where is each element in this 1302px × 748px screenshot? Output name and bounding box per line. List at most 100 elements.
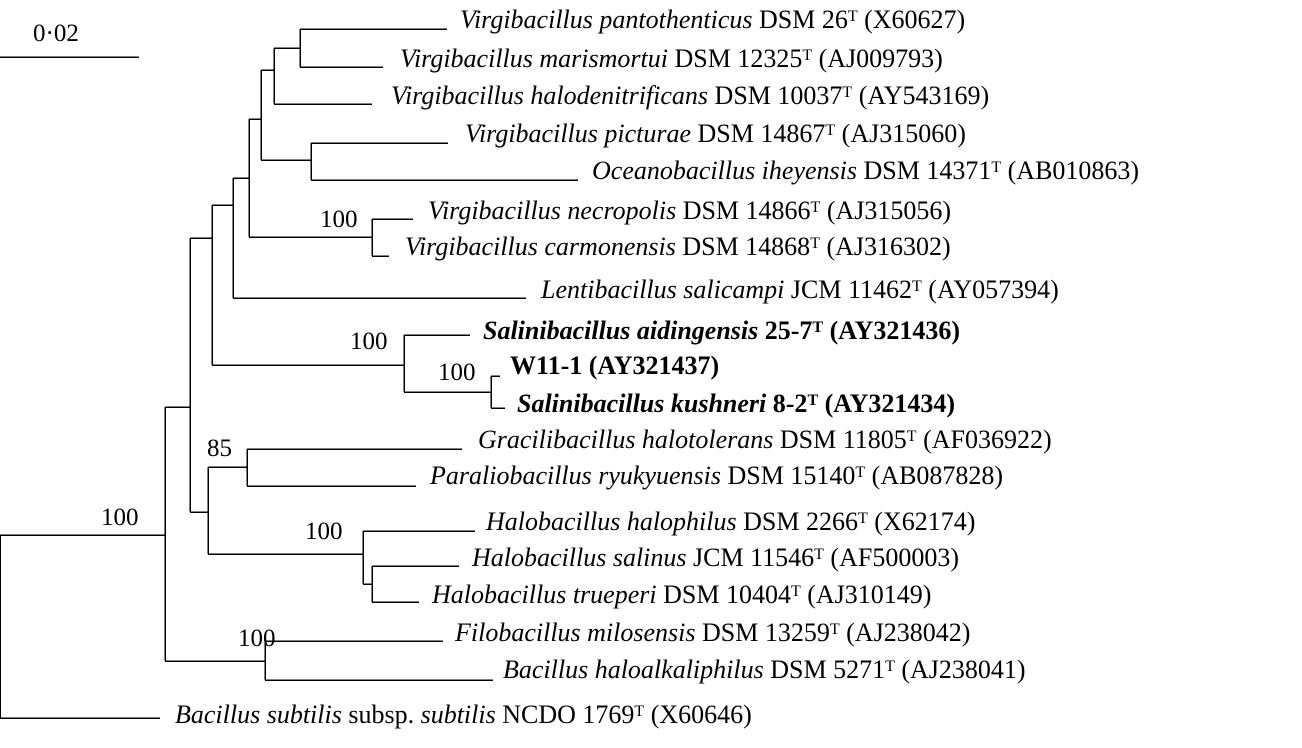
type-strain-mark: T (825, 122, 836, 139)
species-name: Filobacillus milosensis (455, 618, 696, 647)
type-strain-mark: T (885, 658, 895, 675)
strain-designation: DSM 14867 (697, 119, 826, 148)
type-strain-mark: T (810, 199, 821, 216)
strain-designation: NCDO 1769 (502, 700, 635, 729)
bootstrap-value-gracili_paralio: 85 (207, 435, 232, 462)
strain-designation: JCM 11462 (790, 275, 913, 304)
taxon-label-marismortui: Virgibacillus marismortui DSM 12325T (AJ… (400, 44, 943, 74)
species-name: Virgibacillus necropolis (428, 196, 677, 225)
species-name: Lentibacillus salicampi (541, 275, 785, 304)
strain-designation: JCM 11546 (693, 543, 815, 572)
accession-number: (AB087828) (871, 461, 1004, 490)
subspecies-marker: subsp. (348, 700, 415, 729)
type-strain-mark: T (912, 278, 922, 295)
accession-number: (AJ315056) (826, 196, 952, 225)
type-strain-mark: T (807, 392, 819, 409)
taxon-label-ryukyuensis: Paraliobacillus ryukyuensis DSM 15140T (… (430, 461, 1003, 491)
strain-designation: DSM 14866 (682, 196, 811, 225)
species-name: Bacillus haloalkaliphilus (503, 655, 764, 684)
type-strain-mark: T (857, 510, 868, 527)
bootstrap-value-filo_bacillus: 100 (238, 625, 276, 652)
strain-designation: DSM 14868 (682, 232, 811, 261)
species-name: Bacillus subtilis (175, 700, 342, 729)
species-name: Virgibacillus marismortui (400, 44, 668, 73)
subspecies-name: subtilis (420, 700, 496, 729)
species-name: Virgibacillus carmonensis (405, 232, 676, 261)
taxon-label-aidingensis: Salinibacillus aidingensis 25-7T (AY3214… (483, 316, 960, 346)
species-name: Salinibacillus aidingensis (483, 316, 759, 345)
accession-number: (AY321437) (588, 351, 720, 380)
species-name: Halobacillus halophilus (486, 507, 737, 536)
strain-designation: DSM 26 (758, 5, 848, 34)
accession-number: (AF036922) (923, 425, 1052, 454)
type-strain-mark: T (814, 546, 824, 563)
accession-number: (AJ316302) (826, 232, 951, 261)
strain-designation: DSM 2266 (743, 507, 858, 536)
species-name: Halobacillus trueperi (432, 580, 657, 609)
accession-number: (AY543169) (858, 81, 990, 110)
strain-designation: DSM 15140 (727, 461, 856, 490)
strain-designation: DSM 5271 (770, 655, 886, 684)
type-strain-mark: T (802, 47, 813, 64)
accession-number: (AB010863) (1007, 156, 1140, 185)
species-name: Virgibacillus picturae (465, 119, 692, 148)
type-strain-mark: T (810, 235, 820, 252)
strain-designation: DSM 13259 (702, 618, 830, 647)
taxon-label-salicampi: Lentibacillus salicampi JCM 11462T (AY05… (541, 275, 1059, 305)
taxon-label-iheyensis: Oceanobacillus iheyensis DSM 14371T (AB0… (592, 156, 1139, 186)
accession-number: (AJ238042) (846, 618, 971, 647)
bootstrap-value-necropolis_carmonensis: 100 (320, 206, 358, 233)
bootstrap-value-w11_kushneri: 100 (438, 359, 476, 386)
strain-designation: DSM 12325 (674, 44, 803, 73)
accession-number: (AY321436) (829, 316, 961, 345)
taxon-label-w11: W11-1 (AY321437) (510, 351, 719, 381)
taxon-label-necropolis: Virgibacillus necropolis DSM 14866T (AJ3… (428, 196, 951, 226)
strain-designation: 25-7 (764, 316, 813, 345)
strain-designation: DSM 10404 (663, 580, 791, 609)
type-strain-mark: T (855, 464, 866, 481)
accession-number: (X60627) (864, 5, 966, 34)
accession-number: (AJ238041) (901, 655, 1026, 684)
accession-number: (AJ315060) (841, 119, 966, 148)
species-name: Virgibacillus halodenitrificans (391, 81, 709, 110)
taxon-label-milosensis: Filobacillus milosensis DSM 13259T (AJ23… (455, 618, 970, 648)
type-strain-mark: T (829, 621, 840, 638)
type-strain-mark: T (842, 84, 853, 101)
strain-designation: 8-2 (772, 389, 808, 418)
taxon-label-pantothenticus: Virgibacillus pantothenticus DSM 26T (X6… (460, 5, 965, 35)
species-name: Paraliobacillus ryukyuensis (430, 461, 722, 490)
species-name: Gracilibacillus halotolerans (478, 425, 774, 454)
species-name: Halobacillus salinus (472, 543, 687, 572)
taxon-label-salinus: Halobacillus salinus JCM 11546T (AF50000… (472, 543, 959, 573)
accession-number: (AJ009793) (818, 44, 943, 73)
accession-number: (AY057394) (928, 275, 1059, 304)
strain-designation: W11-1 (510, 351, 583, 380)
type-strain-mark: T (812, 319, 824, 336)
bootstrap-value-salinibacillus: 100 (350, 328, 388, 355)
accession-number: (X62174) (874, 507, 976, 536)
taxon-label-halotolerans: Gracilibacillus halotolerans DSM 11805T … (478, 425, 1052, 455)
taxon-label-halodenitrificans: Virgibacillus halodenitrificans DSM 1003… (391, 81, 989, 111)
taxon-label-haloalkaliphilus: Bacillus haloalkaliphilus DSM 5271T (AJ2… (503, 655, 1026, 685)
type-strain-mark: T (634, 703, 645, 720)
taxon-label-picturae: Virgibacillus picturae DSM 14867T (AJ315… (465, 119, 966, 149)
taxon-label-kushneri: Salinibacillus kushneri 8-2T (AY321434) (517, 389, 955, 419)
type-strain-mark: T (906, 428, 917, 445)
accession-number: (AF500003) (830, 543, 959, 572)
species-name: Salinibacillus kushneri (517, 389, 767, 418)
taxon-label-trueperi: Halobacillus trueperi DSM 10404T (AJ3101… (432, 580, 931, 610)
accession-number: (AY321434) (824, 389, 956, 418)
type-strain-mark: T (991, 159, 1002, 176)
strain-designation: DSM 10037 (714, 81, 843, 110)
species-name: Oceanobacillus iheyensis (592, 156, 857, 185)
taxon-label-halophilus: Halobacillus halophilus DSM 2266T (X6217… (486, 507, 975, 537)
accession-number: (AJ310149) (807, 580, 932, 609)
type-strain-mark: T (847, 8, 858, 25)
strain-designation: DSM 14371 (863, 156, 992, 185)
type-strain-mark: T (790, 583, 801, 600)
accession-number: (X60646) (650, 700, 752, 729)
species-name: Virgibacillus pantothenticus (460, 5, 753, 34)
taxon-label-carmonensis: Virgibacillus carmonensis DSM 14868T (AJ… (405, 232, 951, 262)
bootstrap-value-ingroup: 100 (101, 504, 139, 531)
